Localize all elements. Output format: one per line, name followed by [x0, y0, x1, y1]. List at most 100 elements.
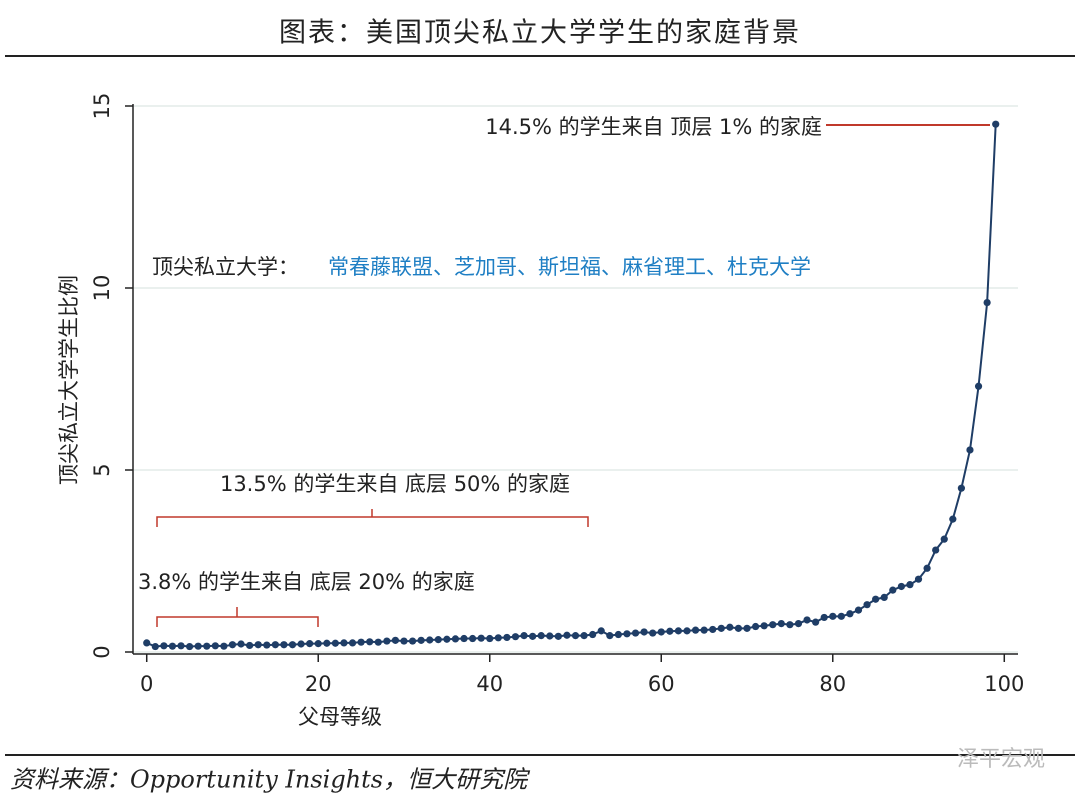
- point: [443, 635, 451, 643]
- point: [246, 641, 254, 650]
- point: [340, 639, 348, 647]
- point: [280, 641, 288, 649]
- point: [803, 616, 811, 624]
- bracket: [156, 607, 319, 627]
- point: [872, 595, 880, 603]
- x-tick-label: 0: [140, 672, 153, 696]
- point: [237, 640, 245, 648]
- point: [606, 632, 614, 640]
- x-axis-label: 父母等级: [298, 705, 382, 729]
- point: [546, 632, 554, 640]
- point: [734, 624, 743, 632]
- point: [306, 640, 314, 648]
- y-tick-label: 0: [90, 645, 114, 658]
- annotation: 常春藤联盟、芝加哥、斯坦福、麻省理工、杜克大学: [328, 255, 811, 279]
- annotation: 14.5% 的学生来自 顶层 1% 的家庭: [485, 115, 822, 139]
- point: [983, 298, 991, 307]
- point: [366, 638, 374, 646]
- point: [923, 564, 931, 572]
- point: [777, 620, 785, 628]
- bracket: [156, 509, 589, 527]
- point: [666, 627, 674, 635]
- point: [263, 641, 271, 649]
- point: [580, 632, 588, 640]
- point: [160, 642, 168, 650]
- point: [563, 631, 571, 639]
- point: [726, 623, 734, 631]
- point: [537, 632, 545, 640]
- y-axis-label: 顶尖私立大学学生比例: [57, 275, 81, 485]
- point: [837, 612, 845, 620]
- point: [812, 618, 820, 626]
- point: [880, 593, 888, 602]
- point: [683, 627, 691, 635]
- point: [786, 621, 794, 629]
- y-tick-label: 5: [90, 463, 114, 476]
- point: [717, 624, 725, 632]
- point: [271, 641, 279, 649]
- point: [511, 633, 520, 641]
- y-tick-label: 15: [90, 93, 114, 120]
- point: [357, 638, 365, 646]
- point: [529, 632, 537, 640]
- point: [194, 642, 202, 650]
- chart-title: 图表：美国顶尖私立大学学生的家庭背景: [279, 18, 801, 49]
- point: [571, 632, 580, 640]
- source: 资料来源：Opportunity Insights，恒大研究院: [10, 766, 531, 794]
- point: [220, 642, 228, 650]
- point: [614, 630, 622, 639]
- point: [906, 581, 914, 589]
- point: [854, 606, 863, 614]
- point: [957, 484, 966, 492]
- point: [477, 634, 485, 642]
- annotation: 13.5% 的学生来自 底层 50% 的家庭: [220, 472, 570, 496]
- point: [468, 634, 477, 643]
- x-tick-label: 20: [305, 672, 332, 696]
- point: [554, 632, 562, 640]
- point: [177, 642, 185, 650]
- line: [146, 124, 997, 648]
- point: [391, 636, 400, 644]
- point: [691, 626, 700, 634]
- point: [751, 622, 760, 631]
- point: [631, 629, 640, 637]
- point: [383, 637, 391, 645]
- annotation: 3.8% 的学生来自 底层 20% 的家庭: [138, 570, 475, 594]
- point: [503, 633, 511, 642]
- point: [649, 629, 657, 637]
- point: [709, 625, 717, 634]
- point: [820, 613, 828, 622]
- point: [520, 632, 528, 640]
- point: [966, 446, 974, 454]
- point: [760, 622, 768, 630]
- point: [992, 120, 1000, 128]
- point: [623, 630, 631, 638]
- point: [769, 621, 777, 629]
- point: [168, 642, 177, 650]
- point: [794, 620, 803, 628]
- point: [151, 642, 159, 651]
- point: [597, 627, 605, 635]
- point: [211, 642, 219, 650]
- point: [323, 639, 331, 647]
- x-tick-label: 80: [819, 672, 846, 696]
- point: [700, 626, 708, 634]
- point: [589, 630, 597, 639]
- point: [408, 637, 417, 645]
- point: [434, 636, 442, 644]
- point: [460, 634, 468, 643]
- point: [743, 624, 751, 632]
- point: [203, 642, 211, 650]
- point: [914, 575, 923, 583]
- point: [348, 639, 357, 647]
- watermark: 泽平宏观: [957, 747, 1045, 772]
- point: [889, 586, 897, 594]
- x-tick-label: 40: [476, 672, 503, 696]
- point: [657, 628, 665, 636]
- point: [426, 636, 434, 644]
- point: [417, 636, 425, 644]
- point: [288, 641, 297, 649]
- point: [185, 642, 194, 651]
- point: [949, 515, 957, 523]
- point: [314, 640, 322, 648]
